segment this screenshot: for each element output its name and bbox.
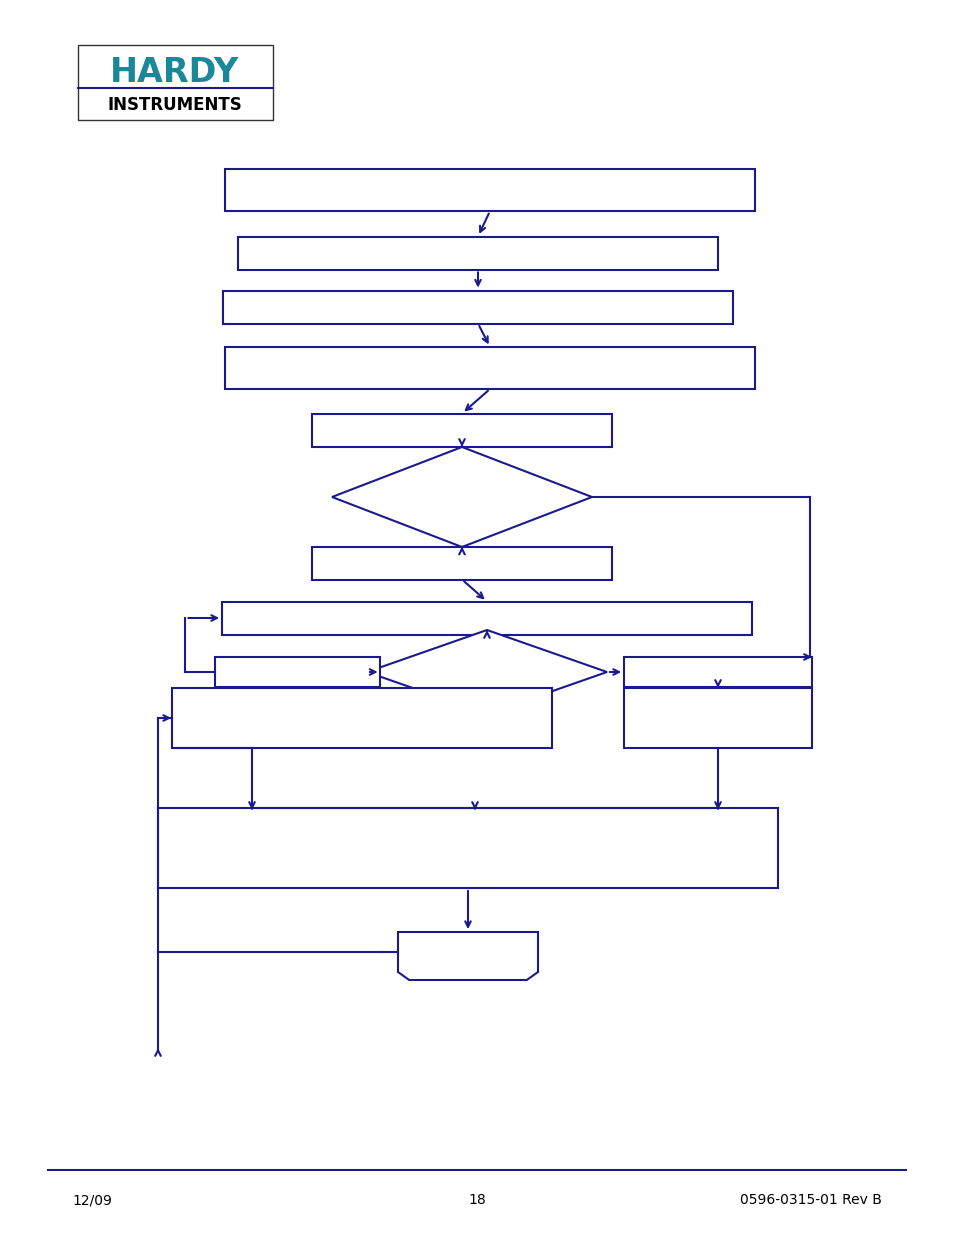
Polygon shape bbox=[397, 932, 537, 981]
Bar bbox=[225, 169, 754, 211]
Bar bbox=[78, 44, 273, 120]
Bar bbox=[237, 236, 718, 269]
Bar bbox=[222, 601, 751, 635]
Bar bbox=[225, 347, 754, 389]
Bar bbox=[158, 808, 778, 888]
Text: 18: 18 bbox=[468, 1193, 485, 1207]
Bar bbox=[623, 688, 811, 748]
Text: INSTRUMENTS: INSTRUMENTS bbox=[108, 96, 242, 114]
Bar bbox=[215, 657, 380, 687]
Text: 12/09: 12/09 bbox=[71, 1193, 112, 1207]
Polygon shape bbox=[332, 447, 592, 547]
Bar bbox=[172, 688, 552, 748]
Bar bbox=[312, 414, 612, 447]
Text: HARDY: HARDY bbox=[111, 56, 239, 89]
Bar bbox=[223, 290, 732, 324]
Bar bbox=[78, 44, 273, 120]
Bar bbox=[312, 547, 612, 579]
Polygon shape bbox=[367, 630, 606, 714]
Bar bbox=[623, 657, 811, 687]
Text: 0596-0315-01 Rev B: 0596-0315-01 Rev B bbox=[740, 1193, 882, 1207]
